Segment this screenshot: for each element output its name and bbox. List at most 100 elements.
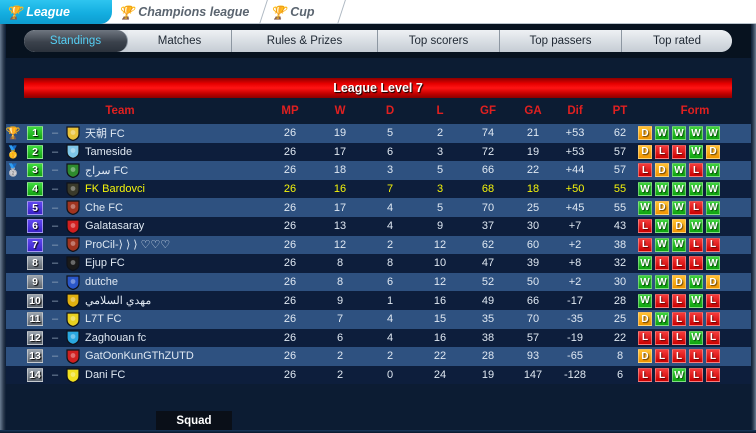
cell-ga: 18	[526, 183, 540, 196]
form-result-win: W	[689, 293, 703, 308]
table-row[interactable]: 14– Dani FC 26 2 0 24 19 147 -128 6 L L W L L	[0, 365, 756, 385]
main-tab-bar: 🏆 League 🏆 Champions league 🏆 Cup	[0, 0, 756, 24]
team-name[interactable]: Zaghouan fc	[85, 331, 147, 344]
table-row[interactable]: 11– L7T FC 26 7 4 15 35 70 -35 25 D W L L L	[0, 309, 756, 329]
table-row[interactable]: 🥇 2– Tameside 26 17 6 3 72 19 +53 57 D L L W D	[0, 142, 756, 162]
cell-l: 3	[436, 145, 444, 158]
table-row[interactable]: 6– Galatasaray 26 13 4 9 37 30 +7 43 L W D W W	[0, 216, 756, 236]
form-result-loss: L	[638, 163, 652, 178]
team-crest-icon	[64, 236, 82, 255]
form-result-loss: L	[706, 293, 720, 308]
cell-pt: 28	[613, 294, 627, 307]
tab-cup[interactable]: 🏆 Cup	[264, 0, 346, 24]
tab-matches[interactable]: Matches	[128, 30, 232, 52]
form-result-win: W	[689, 126, 703, 141]
form-result-loss: L	[672, 293, 686, 308]
team-name[interactable]: Galatasaray	[85, 220, 145, 233]
form-result-draw: D	[638, 312, 652, 327]
team-name[interactable]: Ejup FC	[85, 257, 125, 270]
form-result-win: W	[706, 200, 720, 215]
cell-w: 12	[333, 238, 347, 251]
form-result-draw: D	[672, 219, 686, 234]
table-row[interactable]: 🏆 1– 天朝 FC 26 19 5 2 74 21 +53 62 D W W W W	[0, 124, 756, 143]
team-name[interactable]: Dani FC	[85, 369, 126, 382]
form-result-draw: D	[655, 200, 669, 215]
form-result-draw: D	[638, 349, 652, 364]
cell-mp: 26	[283, 350, 297, 363]
form-result-loss: L	[672, 349, 686, 364]
cell-mp: 26	[283, 238, 297, 251]
cell-w: 13	[333, 220, 347, 233]
team-crest-icon	[64, 124, 82, 143]
team-crest-icon	[64, 273, 82, 292]
table-row[interactable]: 10– مهدي السلامي 26 9 1 16 49 66 -17 28 W L L W L	[0, 291, 756, 310]
table-row[interactable]: 9– dutche 26 8 6 12 52 50 +2 30 W W D W D	[0, 272, 756, 292]
cell-w: 8	[336, 257, 344, 270]
medal-slot-empty	[4, 180, 22, 199]
cell-pt: 6	[616, 369, 624, 382]
tab-top-scorers[interactable]: Top scorers	[378, 30, 500, 52]
position-change-icon: –	[51, 276, 59, 289]
column-header-pt: PT	[612, 105, 628, 117]
tab-standings[interactable]: Standings	[24, 30, 128, 52]
squad-button[interactable]: Squad	[156, 411, 232, 430]
cell-w: 6	[336, 331, 344, 344]
team-name[interactable]: L7T FC	[85, 313, 122, 326]
tab-league[interactable]: 🏆 League	[0, 0, 112, 24]
team-name[interactable]: 天朝 FC	[85, 128, 125, 141]
tab-top-passers[interactable]: Top passers	[500, 30, 622, 52]
rank-badge: 12	[26, 329, 44, 348]
table-row[interactable]: 12– Zaghouan fc 26 6 4 16 38 57 -19 22 L L L W L	[0, 328, 756, 348]
cell-ga: 60	[526, 238, 540, 251]
cell-dif: +50	[565, 183, 585, 196]
cell-w: 16	[333, 183, 347, 196]
right-edge-gradient	[751, 24, 756, 433]
form-result-win: W	[706, 219, 720, 234]
team-name[interactable]: GatOonKunGThZUTD	[85, 350, 194, 363]
tab-rules-prizes[interactable]: Rules & Prizes	[232, 30, 378, 52]
league-title-banner: League Level 7	[24, 78, 732, 98]
table-header: Team MP W D L GF GA Dif PT Form	[0, 102, 756, 124]
table-row[interactable]: 🥈 3– سراج FC 26 18 3 5 66 22 +44 57 L D W L W	[0, 161, 756, 180]
cell-dif: -65	[567, 350, 583, 363]
form-result-win: W	[655, 237, 669, 252]
table-row[interactable]: 13– GatOonKunGThZUTD 26 2 2 22 28 93 -65 8 D L L L L	[0, 347, 756, 366]
table-row[interactable]: 4– FK Bardovci 26 16 7 3 68 18 +50 55 W W W W W	[0, 179, 756, 199]
tab-top-scorers-label: Top scorers	[408, 35, 469, 47]
team-name[interactable]: dutche	[85, 276, 119, 289]
table-row[interactable]: 7– ProCil-⟩ ⟩ ⟩ ♡♡♡ 26 12 2 12 62 60 +2 38 L W W L L	[0, 235, 756, 255]
cell-d: 4	[386, 313, 394, 326]
tab-champions-league[interactable]: 🏆 Champions league	[112, 0, 268, 24]
form-result-loss: L	[655, 144, 669, 159]
medal-slot-empty	[4, 329, 22, 348]
team-crest-icon	[64, 217, 82, 236]
tab-top-rated[interactable]: Top rated	[622, 30, 732, 52]
form-result-win: W	[672, 163, 686, 178]
medal-slot-empty	[4, 366, 22, 385]
team-name[interactable]: سراج FC	[85, 164, 129, 177]
left-edge-gradient	[0, 24, 6, 433]
cell-pt: 32	[613, 257, 627, 270]
cell-l: 5	[436, 201, 444, 214]
cell-dif: -128	[563, 369, 587, 382]
team-name[interactable]: Che FC	[85, 201, 123, 214]
team-name[interactable]: مهدي السلامي	[85, 295, 152, 308]
table-row[interactable]: 5– Che FC 26 17 4 5 70 25 +45 55 W D W L W	[0, 198, 756, 217]
team-name[interactable]: ProCil-⟩ ⟩ ⟩ ♡♡♡	[85, 239, 171, 252]
cell-ga: 22	[526, 164, 540, 177]
cell-l: 12	[433, 238, 447, 251]
form-result-loss: L	[638, 368, 652, 383]
position-change-icon: –	[51, 350, 59, 363]
cell-w: 2	[336, 369, 344, 382]
cell-ga: 39	[526, 257, 540, 270]
bottom-divider	[0, 430, 756, 433]
column-header-gf: GF	[480, 105, 496, 117]
medal-slot-empty	[4, 310, 22, 329]
table-row[interactable]: 8– Ejup FC 26 8 8 10 47 39 +8 32 W L L L W	[0, 254, 756, 273]
team-name[interactable]: Tameside	[85, 145, 133, 158]
cell-gf: 68	[481, 183, 495, 196]
team-name[interactable]: FK Bardovci	[85, 183, 145, 196]
cell-mp: 26	[283, 183, 297, 196]
cell-dif: -35	[567, 313, 583, 326]
